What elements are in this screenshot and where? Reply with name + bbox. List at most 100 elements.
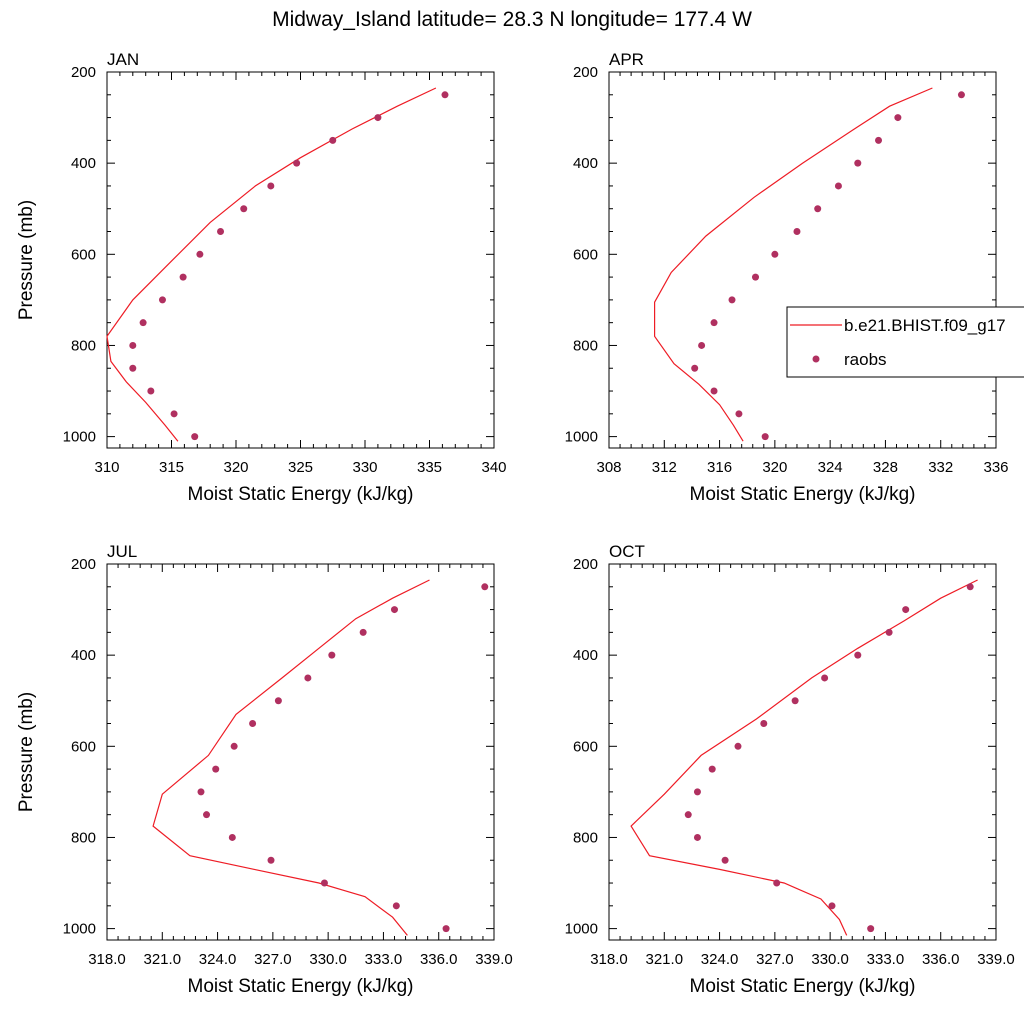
raobs-point [894,114,902,122]
plot-frame [106,563,495,941]
x-tick-label: 321.0 [646,951,684,968]
y-axis-label: Pressure (mb) [16,692,37,812]
legend-label-model: b.e21.BHIST.f09_g17 [844,316,1006,335]
x-tick-label: 327.0 [254,951,292,968]
y-tick-label: 800 [573,337,598,354]
x-tick-label: 318.0 [88,951,126,968]
x-tick-label: 340 [481,459,506,476]
raobs-point [834,182,842,190]
x-tick-label: 325 [288,459,313,476]
raobs-point [966,583,974,591]
raobs-point [691,364,699,372]
x-tick-label: 327.0 [756,951,794,968]
raobs-point [481,583,489,591]
panel-title: OCT [609,542,645,561]
raobs-point [139,319,147,327]
raobs-point [170,410,178,418]
raobs-point [217,228,225,236]
raobs-point [267,856,275,864]
panel-jan: JAN 310 315 320 325 330 335 340 200 400 600 800 1000… [16,50,507,505]
panels: JAN 310 315 320 325 330 335 340 200 400 600 800 1000… [16,50,1024,997]
y-tick-label: 200 [573,64,598,81]
x-tick-label: 333.0 [365,951,403,968]
y-tick-label: 600 [71,246,96,263]
y-tick-label: 600 [573,738,598,755]
model-series-line [152,579,430,936]
x-tick-label: 328 [873,459,898,476]
legend-label-obs: raobs [844,350,887,369]
raobs-point [752,273,760,281]
raobs-point [147,387,155,395]
x-axis-label: Moist Static Energy (kJ/kg) [690,484,916,505]
raobs-point [885,628,893,636]
x-axis-label: Moist Static Energy (kJ/kg) [188,976,414,997]
raobs-point [773,879,781,887]
raobs-point [328,651,336,659]
y-tick-label: 200 [71,64,96,81]
raobs-point [179,273,187,281]
raobs-point [228,833,236,841]
y-tick-label: 1000 [63,921,96,938]
raobs-point [329,136,337,144]
x-tick-label: 324 [818,459,843,476]
x-tick-label: 339.0 [475,951,513,968]
y-tick-label: 400 [573,155,598,172]
model-series-line [653,87,933,442]
raobs-point [293,159,301,167]
plot-frame [608,71,997,449]
raobs-point [212,765,220,773]
x-tick-label: 320 [762,459,787,476]
raobs-point [304,674,312,682]
raobs-point [902,606,910,614]
raobs-point [684,811,692,819]
y-axis-label: Pressure (mb) [16,200,37,320]
x-tick-label: 315 [159,459,184,476]
panel-apr: APR 308 312 316 320 324 328 332 336 200 400 600 800 1… [565,50,1024,505]
x-tick-label: 316 [707,459,732,476]
y-tick-label: 600 [71,738,96,755]
raobs-point [698,341,706,349]
x-tick-label: 339.0 [977,951,1015,968]
raobs-point [728,296,736,304]
raobs-point [230,742,238,750]
panel-title: APR [609,50,644,69]
x-tick-label: 318.0 [590,951,628,968]
x-tick-label: 336 [983,459,1008,476]
raobs-point [867,925,875,933]
y-tick-label: 200 [71,556,96,573]
raobs-point [693,833,701,841]
raobs-point [196,250,204,258]
x-tick-label: 335 [417,459,442,476]
x-tick-label: 310 [94,459,119,476]
raobs-point [721,856,729,864]
raobs-point [828,902,836,910]
raobs-point [791,697,799,705]
raobs-point [734,742,742,750]
raobs-point [359,628,367,636]
model-series-line [106,87,437,442]
x-tick-label: 324.0 [701,951,739,968]
figure-title: Midway_Island latitude= 28.3 N longitude… [272,8,752,31]
x-tick-label: 320 [223,459,248,476]
raobs-point [708,765,716,773]
raobs-point [793,228,801,236]
raobs-point [771,250,779,258]
raobs-point [761,433,769,441]
panel-oct: OCT 318.0 321.0 324.0 327.0 330.0 333.0 336.0 33… [565,542,1015,997]
legend-box [786,306,1024,378]
y-tick-label: 200 [573,556,598,573]
raobs-point [191,433,199,441]
raobs-point [374,114,382,122]
y-tick-label: 400 [573,647,598,664]
raobs-point [129,364,137,372]
raobs-point [274,697,282,705]
raobs-point [821,674,829,682]
x-axis-label: Moist Static Energy (kJ/kg) [188,484,414,505]
y-tick-label: 800 [71,337,96,354]
raobs-point [735,410,743,418]
x-tick-label: 330.0 [811,951,849,968]
raobs-point [693,788,701,796]
x-axis-label: Moist Static Energy (kJ/kg) [690,976,916,997]
x-tick-label: 330 [352,459,377,476]
